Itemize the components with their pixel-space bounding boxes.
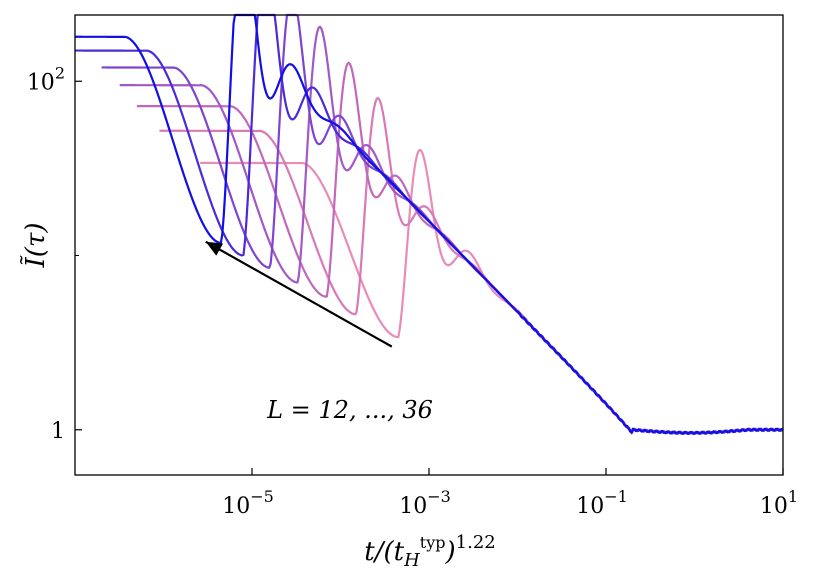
- series-layer: [75, 13, 784, 435]
- annotation: L = 12, ..., 36: [205, 240, 433, 424]
- y-tick-label: 102: [27, 63, 65, 95]
- y-axis-label: Ĩ(τ): [19, 223, 51, 269]
- series-line-L12: [200, 148, 783, 434]
- tick-layer: 10−5 10−3 10−1 101 1 102: [27, 63, 798, 519]
- x-tick-label: 10−5: [222, 487, 274, 519]
- x-tick-label: 10−3: [399, 487, 451, 519]
- y-tick-label: 1: [51, 419, 65, 444]
- x-tick-label: 10−1: [576, 487, 628, 519]
- x-tick-label: 101: [760, 487, 798, 519]
- series-line-L20: [136, 61, 783, 434]
- annotation-label: L = 12, ..., 36: [266, 396, 433, 424]
- series-line-L36: [75, 13, 784, 435]
- annotation-arrow-shaft: [205, 240, 393, 348]
- series-line-L24: [119, 25, 783, 434]
- annotation-arrow-head: [205, 241, 224, 256]
- x-axis-label: t/(tHtyp)1.22: [364, 532, 495, 571]
